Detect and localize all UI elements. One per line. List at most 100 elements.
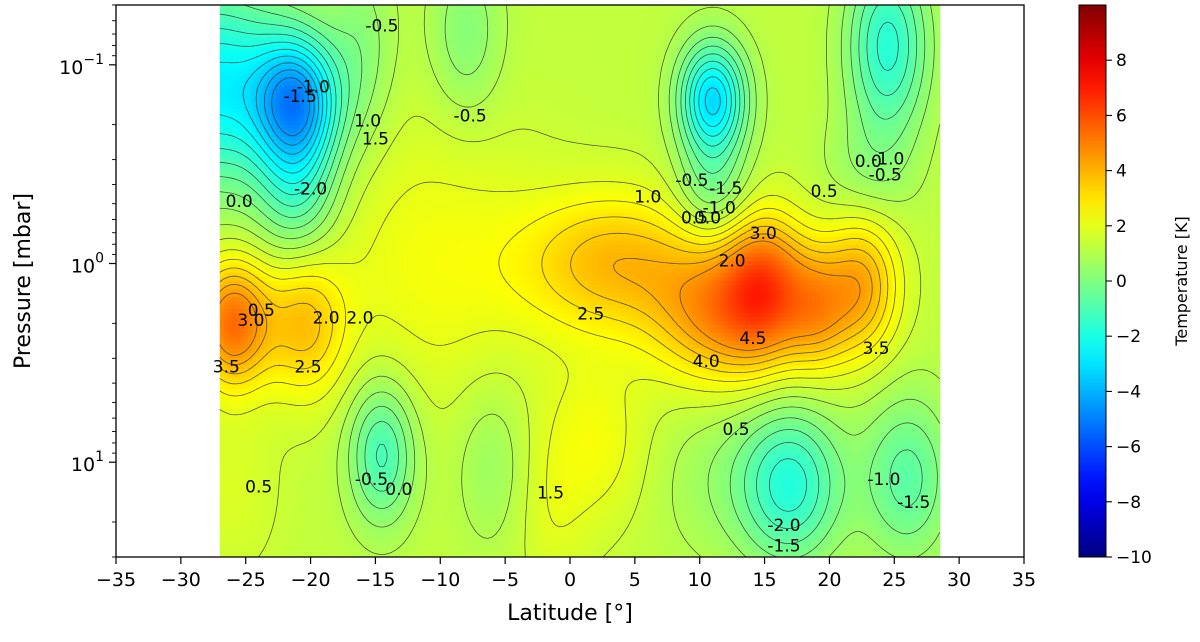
heatmap-cell [440,73,445,78]
heatmap-cell [924,73,929,78]
heatmap-cell [704,73,709,78]
heatmap-cell [488,9,493,14]
heatmap-cell [804,21,809,26]
heatmap-cell [504,9,509,14]
heatmap-cell [744,17,749,22]
heatmap-cell [404,13,409,18]
heatmap-cell [608,109,613,114]
heatmap-cell [708,17,713,22]
heatmap-cell [472,97,477,102]
heatmap-cell [500,93,505,98]
heatmap-cell [584,5,589,10]
heatmap-cell [680,17,685,22]
heatmap-cell [676,45,681,50]
heatmap-cell [640,13,645,18]
heatmap-cell [820,41,825,46]
heatmap-cell [324,9,329,14]
heatmap-cell [524,41,529,46]
heatmap-cell [564,17,569,22]
heatmap-cell [608,113,613,118]
heatmap-cell [700,49,705,54]
heatmap-cell [820,109,825,114]
heatmap-cell [836,77,841,82]
heatmap-cell [896,105,901,110]
heatmap-cell [792,85,797,90]
heatmap-cell [856,5,861,10]
heatmap-cell [508,53,513,58]
heatmap-cell [564,65,569,70]
heatmap-cell [924,89,929,94]
heatmap-cell [420,49,425,54]
heatmap-cell [464,69,469,74]
heatmap-cell [568,9,573,14]
heatmap-cell [248,41,253,46]
heatmap-cell [628,81,633,86]
heatmap-cell [392,5,397,10]
heatmap-cell [764,5,769,10]
heatmap-cell [776,21,781,26]
heatmap-cell [492,73,497,78]
heatmap-cell [668,13,673,18]
heatmap-cell [220,89,225,94]
heatmap-cell [836,105,841,110]
heatmap-cell [592,9,597,14]
heatmap-cell [808,29,813,34]
heatmap-cell [568,69,573,74]
heatmap-cell [444,33,449,38]
heatmap-cell [400,113,405,118]
heatmap-cell [456,61,461,66]
heatmap-cell [408,25,413,30]
heatmap-cell [908,13,913,18]
heatmap-cell [420,21,425,26]
heatmap-cell [404,53,409,58]
heatmap-cell [648,49,653,54]
heatmap-cell [656,65,661,70]
heatmap-cell [500,101,505,106]
heatmap-cell [772,33,777,38]
heatmap-cell [844,81,849,86]
heatmap-cell [936,21,941,26]
heatmap-cell [428,45,433,50]
heatmap-cell [808,53,813,58]
heatmap-cell [244,49,249,54]
heatmap-cell [828,89,833,94]
heatmap-cell [360,17,365,22]
heatmap-cell [832,25,837,30]
heatmap-cell [756,13,761,18]
heatmap-cell [936,105,941,110]
heatmap-cell [888,33,893,38]
heatmap-cell [640,69,645,74]
heatmap-cell [588,73,593,78]
heatmap-cell [576,77,581,82]
heatmap-cell [792,49,797,54]
heatmap-cell [292,113,297,118]
heatmap-cell [904,41,909,46]
heatmap-cell [788,97,793,102]
heatmap-cell [704,9,709,14]
heatmap-cell [520,101,525,106]
heatmap-cell [556,41,561,46]
heatmap-cell [368,49,373,54]
heatmap-cell [452,93,457,98]
heatmap-cell [284,29,289,34]
heatmap-cell [772,65,777,70]
heatmap-cell [884,13,889,18]
heatmap-cell [580,17,585,22]
heatmap-cell [760,81,765,86]
heatmap-cell [804,5,809,10]
heatmap-cell [372,61,377,66]
heatmap-cell [812,97,817,102]
heatmap-cell [508,97,513,102]
heatmap-cell [656,9,661,14]
heatmap-cell [856,17,861,22]
heatmap-cell [380,65,385,70]
heatmap-cell [904,81,909,86]
heatmap-cell [628,33,633,38]
heatmap-cell [556,53,561,58]
heatmap-cell [432,13,437,18]
heatmap-cell [464,65,469,70]
heatmap-cell [352,81,357,86]
heatmap-cell [792,17,797,22]
heatmap-cell [812,45,817,50]
heatmap-cell [232,33,237,38]
